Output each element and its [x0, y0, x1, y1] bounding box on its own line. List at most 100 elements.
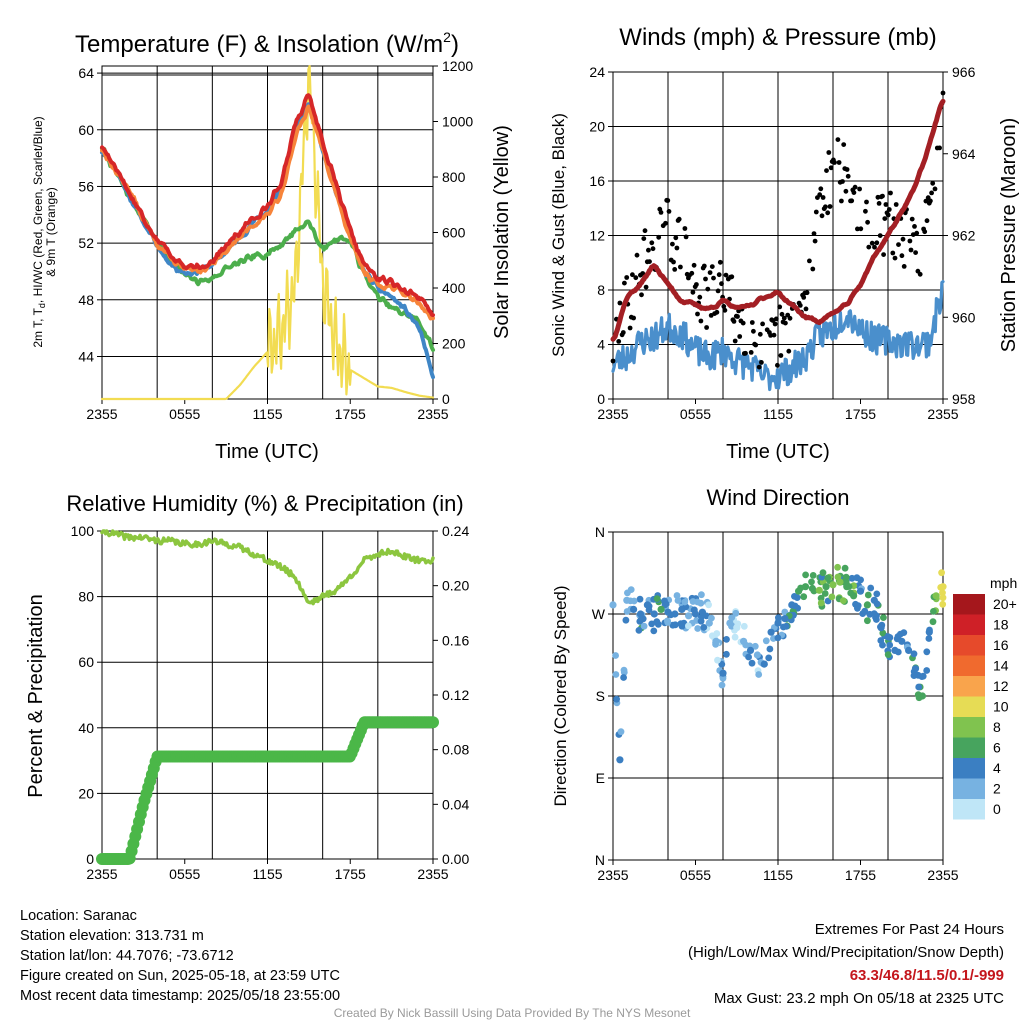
x-tick-label: 0555	[169, 866, 200, 882]
direction-point	[732, 609, 740, 617]
gust-point	[901, 264, 907, 269]
gust-point	[731, 319, 737, 324]
gust-point	[899, 253, 905, 259]
gust-point	[674, 245, 680, 251]
direction-point	[815, 586, 823, 594]
direction-point	[748, 659, 756, 667]
legend-label: 10	[993, 699, 1009, 715]
direction-point	[669, 621, 677, 629]
direction-point	[939, 594, 947, 602]
x-tick-label: 0555	[680, 406, 711, 422]
direction-point	[760, 660, 768, 668]
direction-point	[843, 583, 851, 591]
gust-point	[666, 209, 672, 214]
gust-point	[907, 238, 913, 244]
gust-point	[811, 231, 817, 237]
temperature-panel: 2355 0555 1155 1755 2355 44 48 52 56 60 64 0 200 400 6…	[31, 29, 513, 463]
direction-point	[900, 629, 908, 636]
legend-label: 4	[993, 760, 1001, 776]
gust-point	[711, 275, 716, 281]
direction-point	[932, 592, 940, 600]
gust-point	[753, 342, 759, 348]
gust-point	[893, 202, 899, 207]
direction-point	[612, 671, 620, 678]
y2-tick-label: 800	[442, 169, 466, 185]
nine-meter-temp-line	[100, 104, 435, 321]
gust-point	[676, 216, 682, 222]
direction-point	[648, 620, 656, 628]
direction-point	[635, 627, 643, 634]
direction-point	[640, 622, 648, 630]
gust-point	[634, 252, 640, 258]
gust-point	[865, 219, 870, 225]
direction-point	[705, 601, 712, 609]
gust-point	[813, 209, 819, 215]
y-axis-label-sub: d	[37, 303, 47, 308]
y2-tick-label: 0	[442, 391, 450, 407]
location-text: Location: Saranac	[20, 908, 137, 924]
legend-swatch	[953, 737, 985, 758]
direction-point	[766, 645, 774, 653]
gust-point	[882, 216, 888, 222]
gust-point	[886, 207, 892, 212]
gust-point	[890, 250, 896, 256]
gust-point	[824, 168, 829, 174]
two-meter-temp-line	[100, 93, 435, 318]
direction-point	[939, 583, 947, 591]
gust-point	[705, 286, 711, 292]
direction-point	[650, 610, 658, 618]
direction-point	[834, 563, 841, 571]
gust-point	[869, 240, 875, 246]
legend-label: 18	[993, 617, 1009, 633]
legend-label: 2	[993, 781, 1001, 797]
humidity-precip-panel: 2355 0555 1155 1755 23550204060801000.000.04…	[25, 491, 469, 882]
direction-point	[870, 596, 878, 604]
relative-humidity-line	[100, 529, 435, 606]
gust-point	[729, 274, 735, 280]
gust-point	[807, 258, 812, 264]
direction-point	[630, 597, 638, 605]
direction-point	[781, 615, 789, 623]
direction-point	[700, 624, 708, 631]
gust-point	[803, 306, 809, 312]
y-tick-label: 20	[589, 119, 605, 135]
gust-point	[922, 229, 928, 235]
y2-tick-label: 0.24	[442, 523, 469, 539]
gust-point	[844, 167, 850, 172]
direction-point	[697, 617, 705, 625]
x-tick-label: 2355	[927, 867, 958, 883]
direction-point	[694, 598, 701, 606]
gust-point	[620, 330, 626, 335]
gust-point	[928, 198, 933, 204]
created-text: Figure created on Sun, 2025-05-18, at 23…	[20, 968, 340, 984]
y-axis-label-line1b: , HI/WC (Red, Green, Scarlet/Blue)	[31, 116, 45, 303]
gust-point	[691, 262, 697, 268]
direction-point	[915, 683, 923, 691]
x-axis-label: Time (UTC)	[726, 441, 830, 463]
x-tick-label: 2355	[927, 406, 958, 422]
gust-point	[781, 315, 787, 321]
y2-tick-label: 0.12	[442, 687, 469, 703]
direction-point	[627, 586, 635, 593]
gust-point	[909, 216, 915, 222]
direction-point	[746, 646, 755, 655]
y2-tick-label: 1000	[442, 114, 473, 130]
chart-title: Relative Humidity (%) & Precipitation (i…	[66, 491, 463, 516]
y2-tick-label: 0.04	[442, 796, 469, 812]
x-tick-label: 0555	[169, 406, 200, 422]
y2-tick-label: 960	[952, 309, 976, 325]
direction-point	[873, 616, 880, 623]
direction-point	[841, 564, 849, 572]
legend-swatch	[953, 594, 985, 615]
direction-point	[839, 597, 847, 604]
gust-point	[735, 314, 740, 319]
y2-tick-label: 962	[952, 228, 976, 244]
gust-point	[818, 186, 824, 192]
direction-point	[793, 594, 801, 601]
direction-point	[719, 669, 727, 677]
gust-point	[773, 316, 779, 322]
gust-point	[775, 362, 780, 368]
y2-tick-label: 958	[952, 391, 976, 407]
direction-point	[828, 593, 836, 601]
